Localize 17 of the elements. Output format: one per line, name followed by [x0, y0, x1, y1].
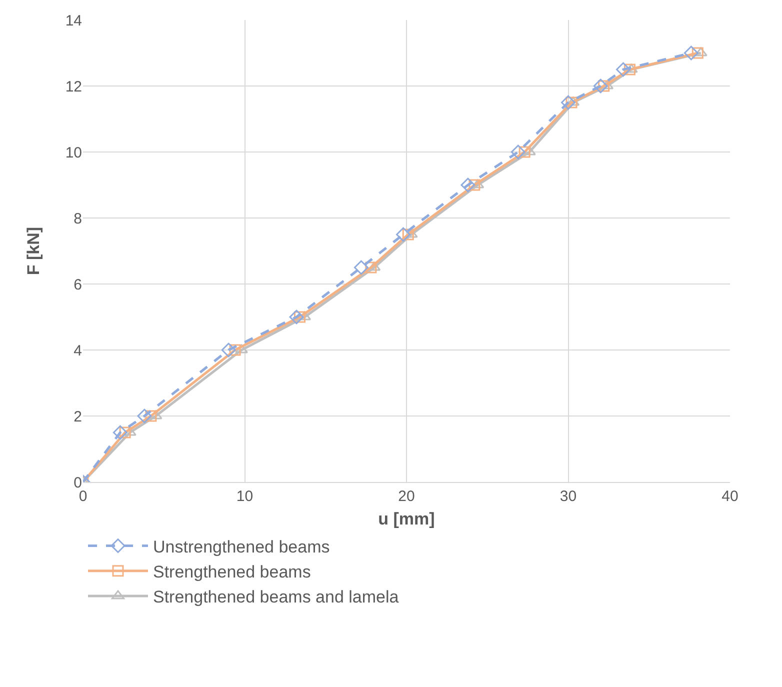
- y-tick-label: 14: [65, 12, 82, 30]
- legend-label: Strengthened beams: [153, 562, 311, 582]
- legend-label: Unstrengthened beams: [153, 537, 330, 556]
- y-tick-label: 8: [74, 210, 82, 228]
- y-axis-title: F [kN]: [24, 226, 43, 276]
- x-tick-label: 20: [398, 488, 415, 505]
- y-tick-label: 10: [65, 144, 82, 162]
- y-tick-label: 4: [74, 342, 82, 360]
- y-tick-label: 2: [74, 408, 82, 426]
- y-tick-label: 0: [74, 474, 82, 492]
- x-tick-label: 10: [236, 488, 254, 505]
- x-axis-title: u [mm]: [378, 509, 435, 528]
- x-tick-label: 30: [560, 488, 577, 505]
- legend-label: Strengthened beams and lamela: [153, 588, 400, 607]
- y-tick-label: 6: [74, 276, 82, 294]
- x-tick-label: 40: [722, 488, 738, 505]
- y-tick-label: 12: [65, 78, 82, 96]
